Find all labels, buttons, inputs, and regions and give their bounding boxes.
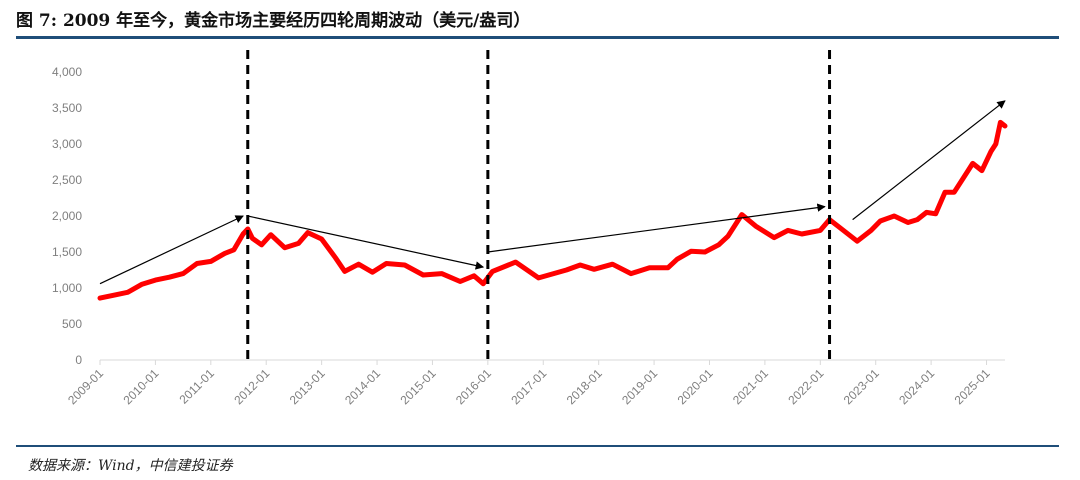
y-tick-label: 1,000 [52,281,82,295]
x-tick-label: 2011-01 [177,366,218,407]
x-tick-label: 2022-01 [785,366,826,407]
trend-arrow [247,215,485,270]
y-tick-label: 3,000 [52,137,82,151]
x-tick-label: 2012-01 [231,366,272,407]
chart-title: 图 7: 2009 年至今，黄金市场主要经历四轮周期波动（美元/盎司） [16,11,531,31]
y-tick-label: 1,500 [52,245,82,259]
y-tick-label: 2,500 [52,173,82,187]
cycle-dividers [246,50,832,360]
x-tick-label: 2010-01 [120,366,161,407]
top-rule [16,36,1059,39]
source-note: 数据来源：Wind，中信建投证券 [28,458,233,474]
x-tick-label: 2016-01 [453,366,494,407]
x-tick-label: 2017-01 [508,366,549,407]
x-axis: 2009-01 2010-01 2011-01 2012-01 2013-01 2014-… [65,359,1005,407]
trend-arrow [487,203,826,253]
trend-arrow [852,100,1006,221]
x-tick-label: 2021-01 [730,366,771,407]
x-tick-label: 2013-01 [287,366,328,407]
x-tick-label: 2018-01 [564,366,605,407]
series-line [97,119,1008,301]
x-tick-label: 2025-01 [952,366,993,407]
x-tick-label: 2014-01 [342,366,383,407]
x-tick-label: 2020-01 [675,366,716,407]
x-tick-label: 2015-01 [398,366,439,407]
y-tick-label: 4,000 [52,65,82,79]
trend-arrows [99,100,1006,285]
bottom-rule [16,445,1059,447]
x-tick-label: 2023-01 [841,366,882,407]
x-tick-label: 2024-01 [896,366,937,407]
x-tick-label: 2009-01 [65,366,106,407]
y-tick-label: 3,500 [52,101,82,115]
y-tick-label: 500 [62,317,82,331]
y-tick-label: 2,000 [52,209,82,223]
series-layer [97,119,1008,301]
y-axis: 0 500 1,000 1,500 2,000 2,500 3,000 3,500 4,000 [52,65,82,367]
x-tick-label: 2019-01 [619,366,660,407]
gold-price-chart: 05001,0001,5002,0002,5003,0003,5004,000 … [52,50,1008,407]
trend-arrow [99,215,244,285]
y-tick-label: 0 [75,353,82,367]
